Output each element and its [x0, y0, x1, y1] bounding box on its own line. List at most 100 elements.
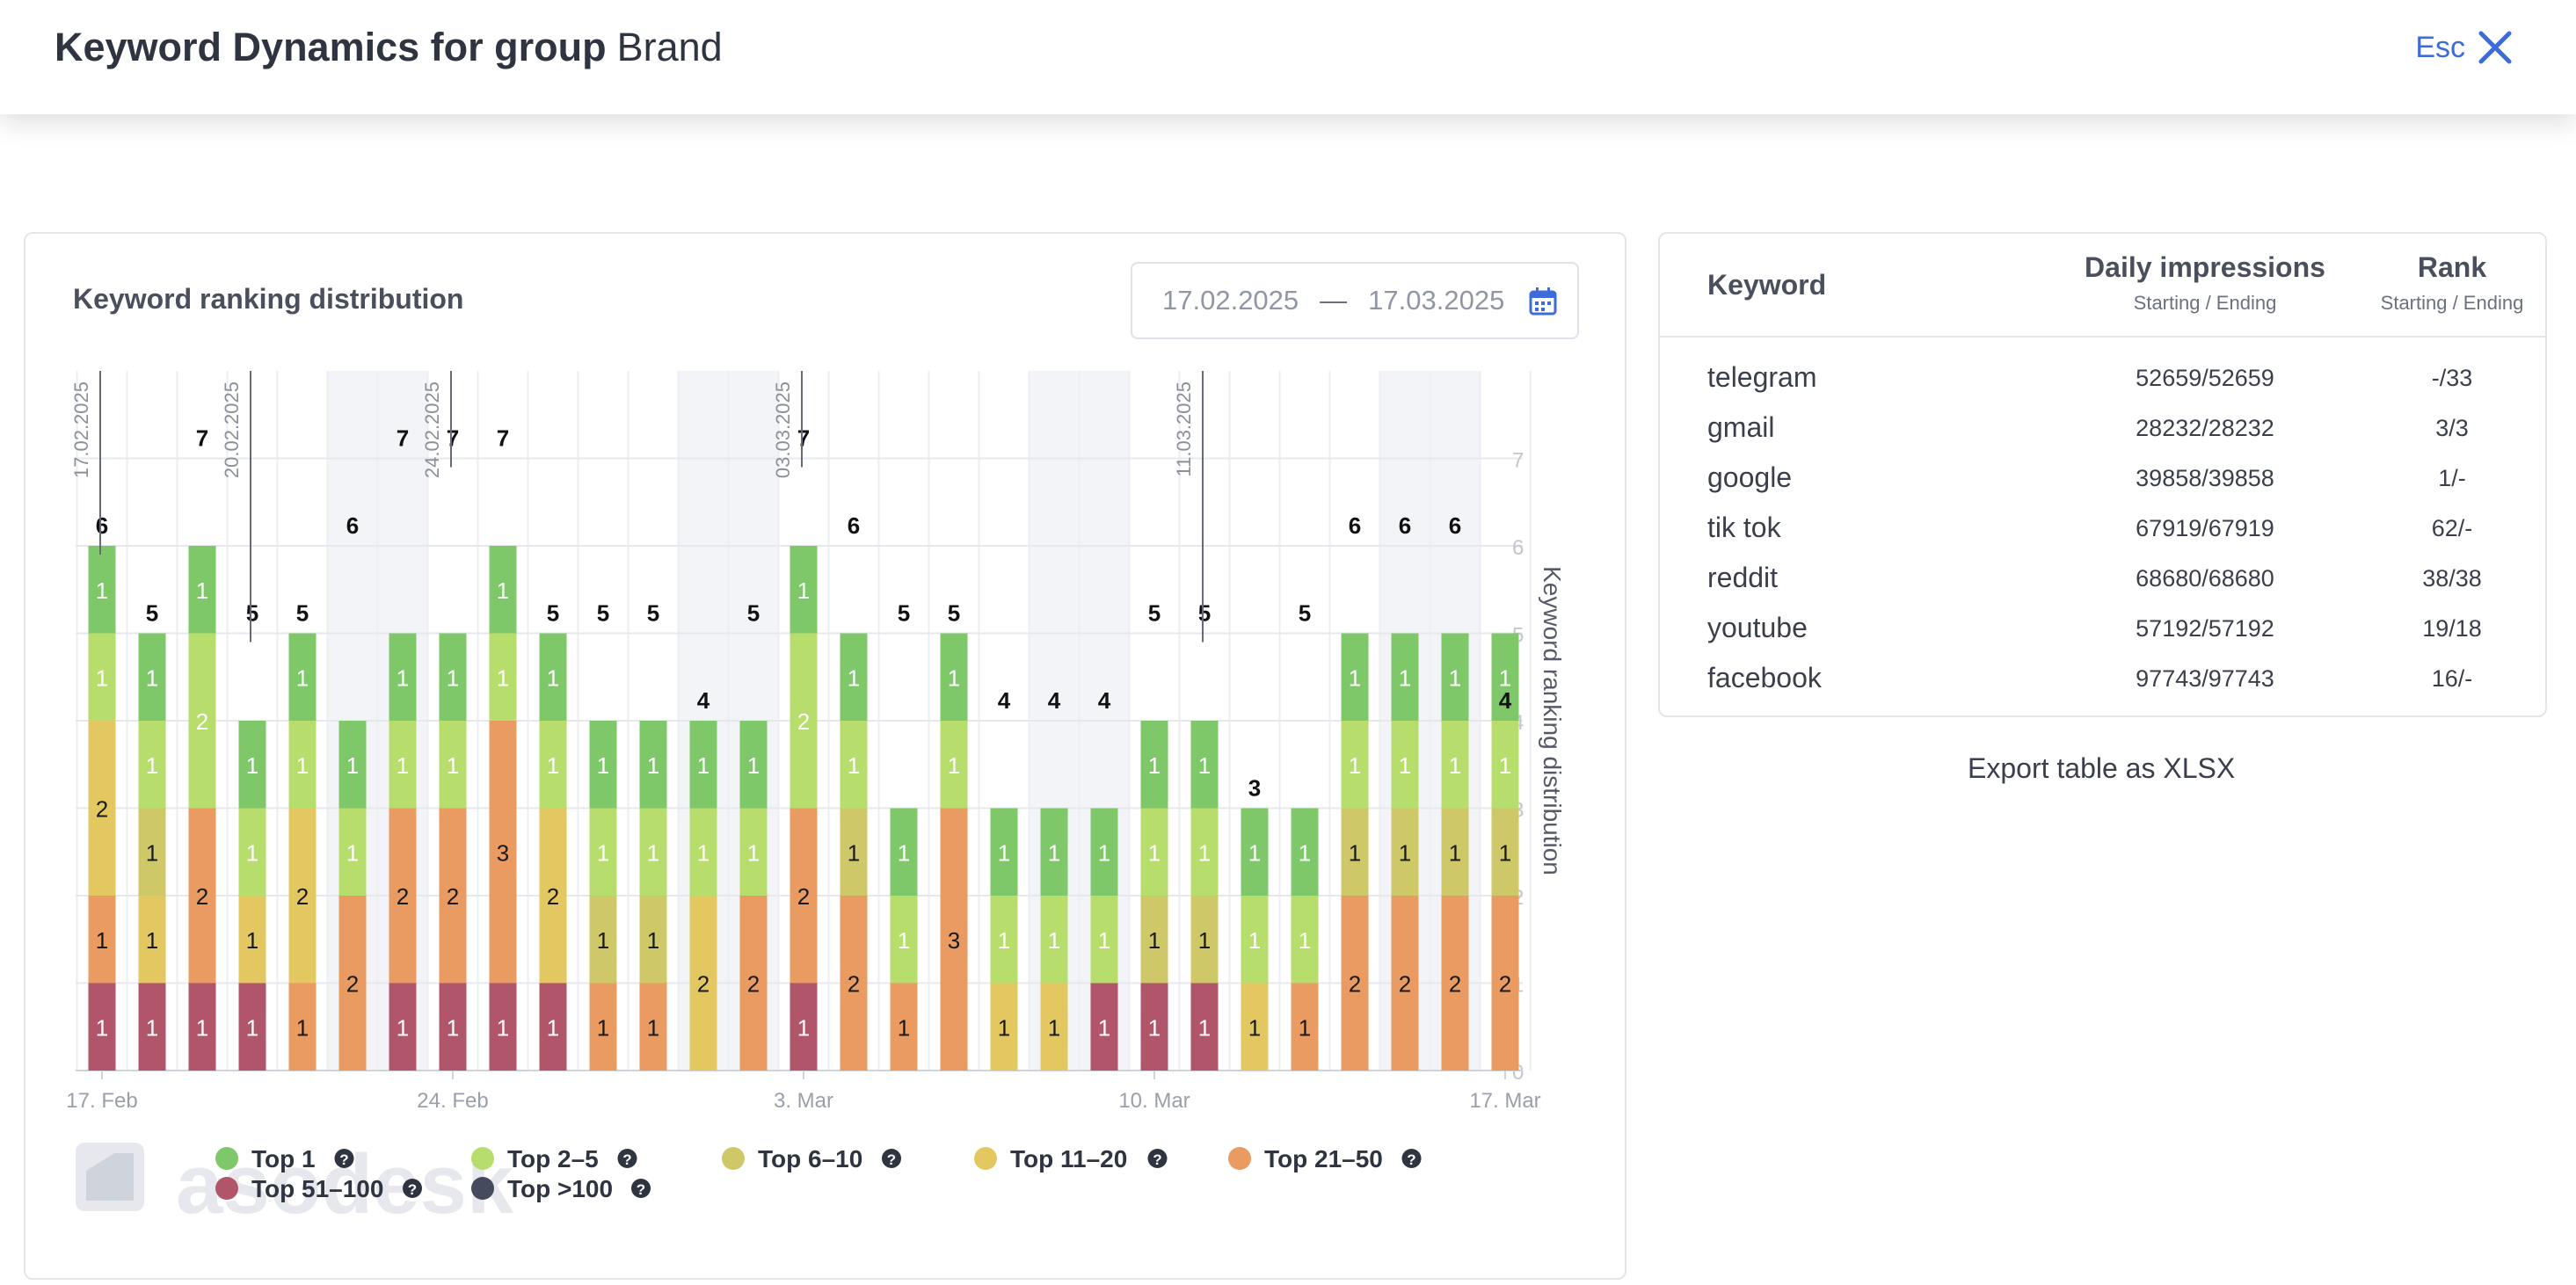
question-circle-icon: [617, 1149, 637, 1168]
bar-segment-label: 1: [146, 839, 158, 866]
col-rank-header[interactable]: Rank: [2417, 251, 2487, 283]
bar-segment: [589, 721, 617, 809]
bar-segment-label: 1: [146, 927, 158, 954]
bar-total-label: 5: [547, 600, 559, 627]
bar-segment-label: 1: [1449, 839, 1461, 866]
bar-total-label: 4: [697, 687, 710, 714]
col-keyword-header[interactable]: Keyword: [1707, 269, 1827, 301]
bar-segment: [539, 983, 567, 1071]
bar-segment: [639, 808, 667, 896]
bar-total-label: 7: [497, 425, 509, 452]
legend-marker: [471, 1147, 494, 1170]
bar-segment-label: 2: [797, 708, 810, 735]
table-cell-rank: 62/-: [2431, 515, 2473, 541]
question-circle-icon: [1147, 1149, 1168, 1168]
bar-segment: [1441, 808, 1469, 896]
bar-segment-label: 1: [1299, 927, 1311, 954]
bar-segment: [1291, 983, 1319, 1071]
bar-segment-label: 2: [547, 883, 559, 910]
bar-segment: [1441, 896, 1469, 1071]
bar-segment-label: 1: [146, 664, 158, 691]
bar-segment: [1140, 896, 1168, 984]
bar-segment-label: 1: [397, 664, 409, 691]
calendar-icon[interactable]: [1528, 287, 1558, 316]
bar-segment-label: 1: [898, 927, 910, 954]
table-cell-rank: -/33: [2431, 365, 2473, 391]
close-icon[interactable]: [2474, 26, 2516, 69]
bar-total-label: 6: [1399, 512, 1411, 539]
bar-segment-label: 1: [296, 1014, 309, 1041]
bar-segment-label: 1: [547, 1014, 559, 1041]
bar-segment-label: 1: [246, 752, 258, 779]
bar-segment: [990, 896, 1018, 984]
bar-segment: [890, 983, 918, 1071]
table-cell-impressions: 28232/28232: [2136, 415, 2274, 441]
bar-segment-label: 1: [998, 927, 1010, 954]
bar-segment: [389, 633, 417, 721]
bar-segment-label: 1: [246, 839, 258, 866]
bar-segment-label: 1: [1098, 927, 1110, 954]
question-mark: ?: [887, 1151, 896, 1168]
bar-segment: [288, 633, 317, 721]
bar-segment: [1291, 808, 1319, 896]
bar-segment: [1391, 633, 1419, 721]
date-annotation-label: 24.02.2025: [421, 381, 443, 478]
y-tick-label: 7: [1512, 449, 1524, 473]
bar-segment: [489, 546, 517, 634]
legend-marker: [215, 1177, 238, 1200]
y-axis-title: Keyword ranking distribution: [1539, 566, 1566, 875]
date-range-picker[interactable]: 17.02.2025 — 17.03.2025: [1131, 262, 1579, 339]
bar-segment: [238, 721, 266, 809]
bar-segment-label: 1: [1399, 839, 1411, 866]
date-separator: —: [1320, 285, 1348, 316]
table-cell-keyword: google: [1707, 461, 1793, 493]
bar-segment-label: 1: [196, 577, 208, 604]
bar-segment: [689, 808, 717, 896]
bar-total-label: 6: [346, 512, 359, 539]
bar-segment-label: 1: [1148, 839, 1161, 866]
bar-segment: [539, 721, 567, 809]
bar-segment-label: 2: [196, 708, 208, 735]
bar-segment: [188, 633, 216, 809]
bar-segment: [489, 633, 517, 721]
bar-segment-label: 1: [1349, 664, 1361, 691]
bar-segment: [88, 546, 116, 634]
bar-segment-label: 1: [697, 839, 709, 866]
bar-segment: [1241, 808, 1269, 896]
export-xlsx-button[interactable]: Export table as XLSX: [1968, 752, 2236, 784]
bar-segment-label: 1: [1098, 839, 1110, 866]
table-cell-impressions: 97743/97743: [2136, 665, 2274, 692]
table-cell-keyword: facebook: [1707, 662, 1822, 693]
bar-segment-label: 2: [1449, 971, 1461, 998]
bar-segment: [1341, 808, 1369, 896]
bar-segment-label: 2: [296, 883, 309, 910]
table-cell-keyword: gmail: [1707, 411, 1775, 443]
bar-segment-label: 1: [597, 927, 609, 954]
bar-total-label: 7: [196, 425, 208, 452]
legend-marker: [1228, 1147, 1251, 1170]
bar-segment: [840, 721, 868, 809]
bar-segment: [138, 983, 166, 1071]
bar-segment-label: 2: [697, 971, 709, 998]
bar-total-label: 5: [296, 600, 309, 627]
bar-segment: [138, 633, 166, 721]
esc-label[interactable]: Esc: [2415, 31, 2465, 64]
col-impressions-header[interactable]: Daily impressions: [2085, 251, 2325, 283]
bar-segment: [539, 808, 567, 984]
bar-segment-label: 1: [1198, 927, 1211, 954]
bar-segment: [1341, 721, 1369, 809]
bar-segment: [1190, 808, 1219, 896]
bar-segment-label: 1: [1098, 1014, 1110, 1041]
bar-segment: [1040, 983, 1068, 1071]
header-divider: [1660, 336, 2545, 338]
bar-segment-label: 1: [447, 1014, 459, 1041]
bar-segment-label: 1: [346, 752, 359, 779]
bar-segment: [389, 721, 417, 809]
bar-segment: [338, 808, 367, 896]
bar-segment-label: 1: [1299, 1014, 1311, 1041]
legend-label: Top 21–50: [1264, 1145, 1383, 1172]
bar-segment: [1190, 896, 1219, 984]
date-to: 17.03.2025: [1368, 285, 1505, 316]
bar-segment-label: 1: [747, 752, 760, 779]
bar-segment-label: 1: [96, 577, 108, 604]
